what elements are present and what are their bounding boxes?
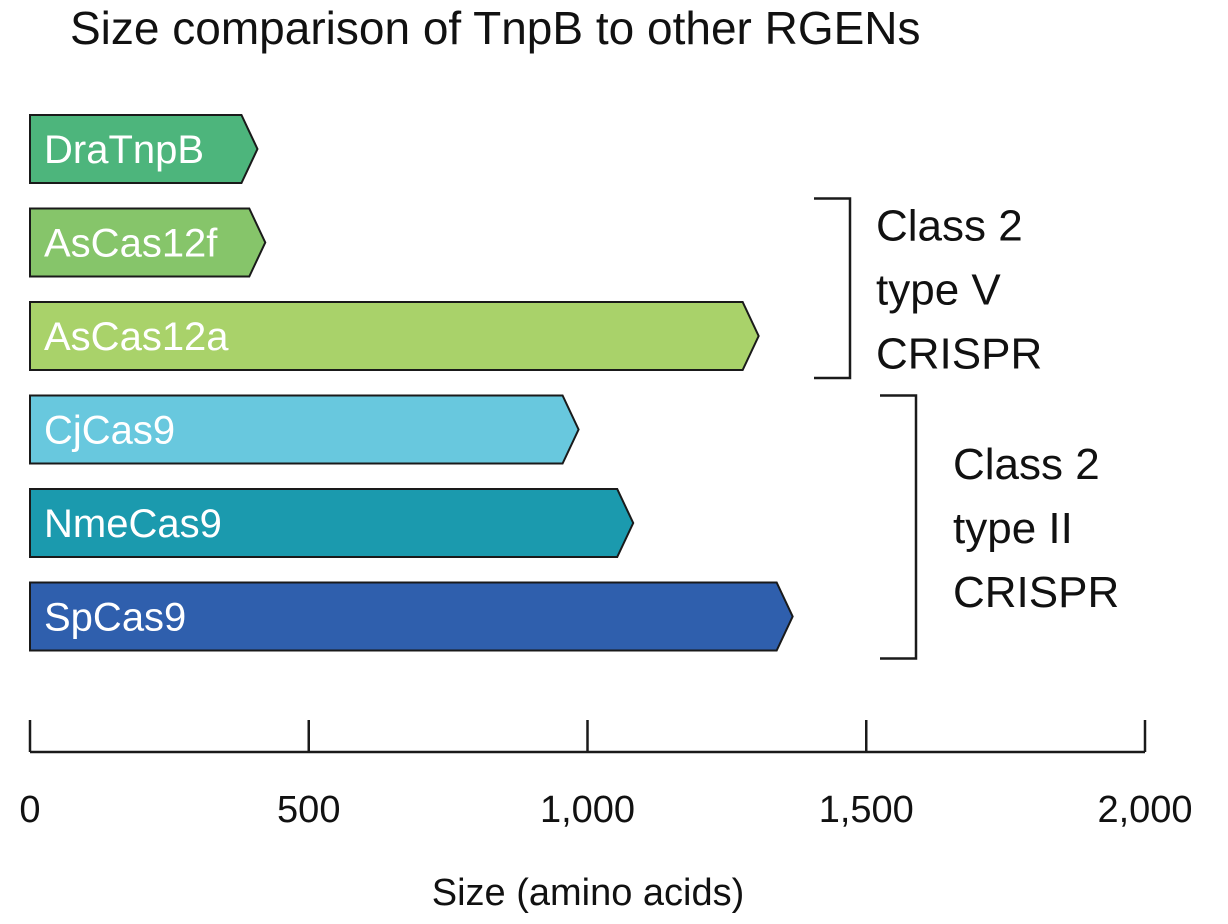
bar-label-cjcas9: CjCas9: [44, 409, 175, 453]
chart-title: Size comparison of TnpB to other RGENs: [70, 2, 921, 54]
group-bracket-1: [814, 197, 852, 380]
bar-label-ascas12f: AsCas12f: [44, 222, 218, 266]
bar-label-dratnpb: DraTnpB: [44, 128, 204, 172]
x-tick-label-2000: 2,000: [1097, 789, 1192, 831]
bars-group: DraTnpB AsCas12f AsCas12a CjCas9 NmeCas9 SpCa…: [29, 114, 794, 652]
bar-ascas12a: [29, 301, 760, 371]
x-tick-label-500: 500: [277, 789, 340, 831]
x-tick-label-1000: 1,000: [540, 789, 635, 831]
x-axis-label: Size (amino acids): [432, 872, 745, 914]
bar-dratnpb: [29, 114, 259, 184]
group-label-1-line-1: Class 2: [876, 201, 1023, 250]
group-label-2-line-1: Class 2: [953, 440, 1100, 489]
bar-ascas12f: [29, 207, 267, 278]
bar-label-ascas12a: AsCas12a: [44, 315, 229, 359]
x-tick-label-1500: 1,500: [819, 789, 914, 831]
group-label-1-line-3: CRISPR: [876, 329, 1042, 378]
group-label-2-line-3: CRISPR: [953, 568, 1119, 617]
bar-label-spcas9: SpCas9: [44, 596, 186, 640]
group-brackets: Class 2 type V CRISPR Class 2 type II CRISPR: [814, 197, 1119, 660]
group-bracket-2: [880, 394, 918, 660]
x-axis: 0 500 1,000 1,500 2,000: [19, 720, 1193, 831]
group-label-1-line-2: type V: [876, 265, 1001, 314]
x-tick-label-0: 0: [19, 789, 40, 831]
bar-nmecas9: [29, 488, 635, 558]
bar-spcas9: [29, 581, 794, 652]
bar-label-nmecas9: NmeCas9: [44, 502, 222, 546]
group-label-2-line-2: type II: [953, 504, 1073, 553]
bar-cjcas9: [29, 394, 580, 465]
